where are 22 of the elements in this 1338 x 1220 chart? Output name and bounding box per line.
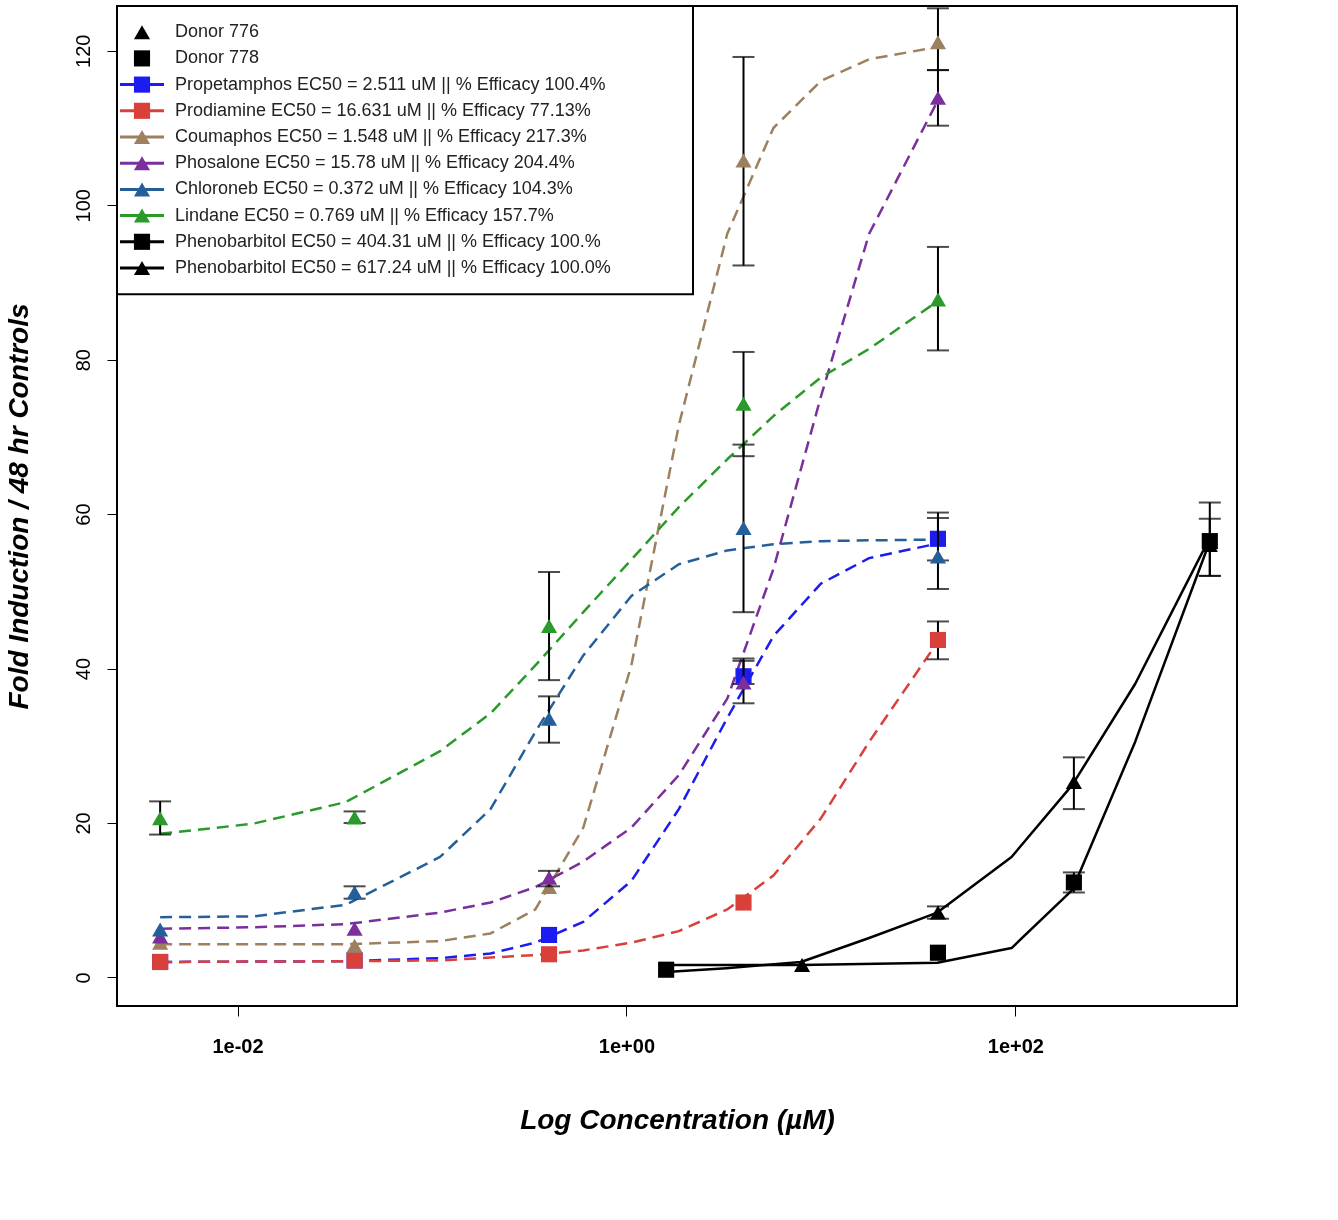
x-tick-label: 1e+00 xyxy=(598,1034,656,1057)
y-tick-label: 0 xyxy=(71,972,94,984)
legend-label: Lindane EC50 = 0.769 uM || % Efficacy 157.7% xyxy=(175,204,554,225)
x-tick-label: 1e+02 xyxy=(987,1034,1044,1057)
legend-label: Chloroneb EC50 = 0.372 uM || % Efficacy 104.3% xyxy=(175,178,573,199)
y-tick-label: 120 xyxy=(71,34,94,68)
y-tick-label: 60 xyxy=(71,503,94,526)
legend-label: Propetamphos EC50 = 2.511 uM || % Efficacy 100.4% xyxy=(175,73,606,94)
legend-label: Prodiamine EC50 = 16.631 uM || % Efficacy 77.13% xyxy=(175,99,591,120)
legend-label: Phosalone EC50 = 15.78 uM || % Efficacy 204.4% xyxy=(175,152,575,173)
legend-label: Coumaphos EC50 = 1.548 uM || % Efficacy 217.3% xyxy=(175,126,587,146)
y-tick-label: 20 xyxy=(71,812,94,835)
x-axis-title: Log Concentration (µM) xyxy=(520,1103,835,1135)
legend-label: Phenobarbitol EC50 = 617.24 uM || % Efficacy 100.0% xyxy=(175,257,611,277)
legend-label: Donor 778 xyxy=(175,47,260,68)
y-tick-label: 100 xyxy=(71,189,94,223)
y-tick-label: 40 xyxy=(71,657,94,681)
legend-label: Donor 776 xyxy=(175,21,260,42)
y-tick-label: 80 xyxy=(71,349,94,372)
legend-label: Phenobarbitol EC50 = 404.31 uM || % Efficacy 100.% xyxy=(175,230,601,251)
y-axis-title: Fold Induction / 48 hr Controls xyxy=(2,303,34,710)
x-tick-label: 1e-02 xyxy=(212,1034,264,1057)
